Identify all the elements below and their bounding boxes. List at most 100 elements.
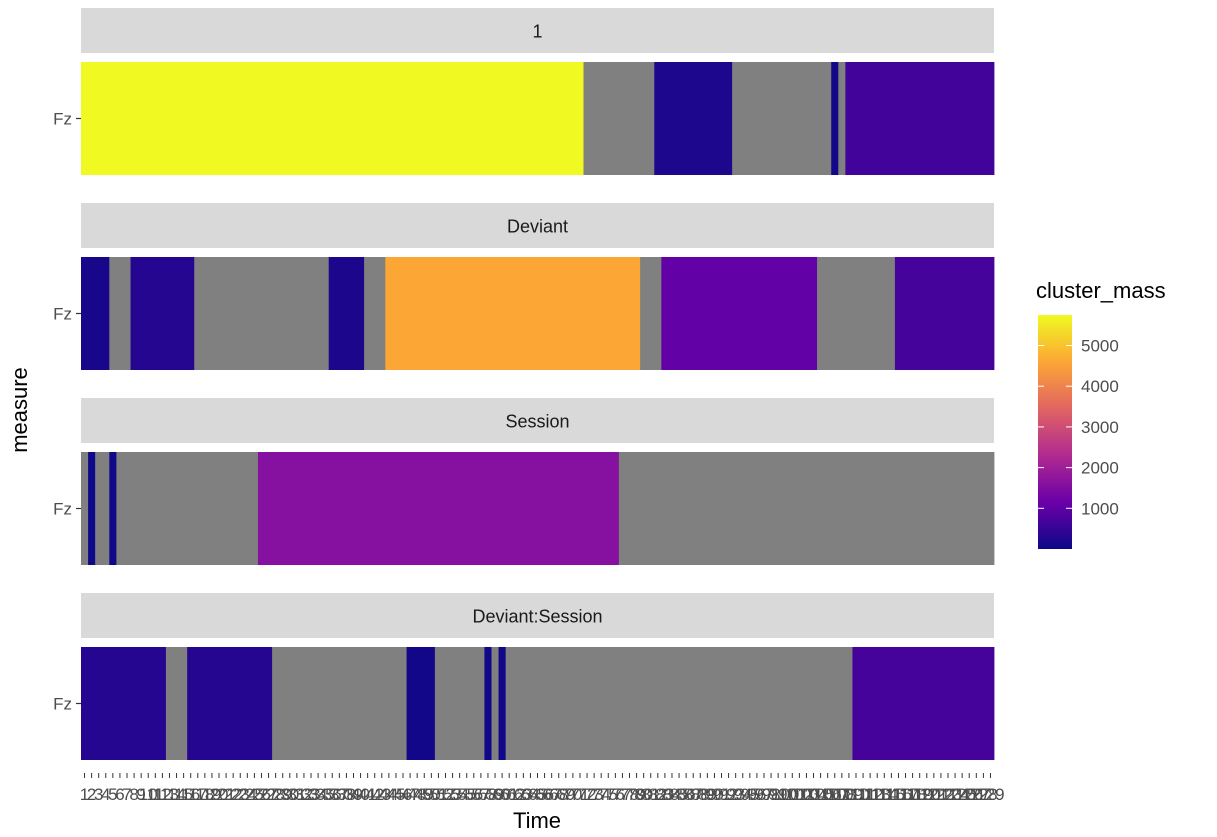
heatmap-tile — [498, 647, 507, 760]
x-tick-label: 41 — [358, 785, 377, 804]
x-tick-label: 103 — [792, 785, 820, 804]
x-tick-label: 122 — [927, 785, 955, 804]
x-tick-label: 27 — [259, 785, 278, 804]
facet-strip-label: Deviant — [507, 217, 568, 237]
x-tick-label: 99 — [769, 785, 788, 804]
x-tick-label: 21 — [217, 785, 236, 804]
x-tick-label: 61 — [500, 785, 519, 804]
legend-label: 5000 — [1081, 337, 1119, 356]
x-tick-label: 16 — [181, 785, 200, 804]
legend-label: 4000 — [1081, 377, 1119, 396]
x-tick-label: 78 — [620, 785, 639, 804]
heatmap-tile — [116, 452, 259, 565]
heatmap-tile — [165, 647, 188, 760]
x-tick-label: 111 — [850, 785, 876, 804]
facet-panel-2: Session Fz — [53, 398, 995, 565]
heatmap-tile — [272, 647, 407, 760]
x-tick-label: 44 — [379, 785, 398, 804]
x-tick-label: 46 — [394, 785, 413, 804]
x-tick-label: 84 — [663, 785, 682, 804]
heatmap-tile — [434, 647, 485, 760]
y-tick-label: Fz — [53, 305, 72, 324]
heatmap-tile — [817, 257, 896, 370]
x-tick-label: 96 — [747, 785, 766, 804]
facet-strip-label: 1 — [532, 22, 542, 42]
x-tick-label: 82 — [648, 785, 667, 804]
x-tick-label: 77 — [613, 785, 632, 804]
x-tick-label: 58 — [478, 785, 497, 804]
heatmap-tile — [484, 647, 492, 760]
heatmap-tile — [583, 62, 655, 175]
x-tick-label: 75 — [599, 785, 618, 804]
x-tick-label: 52 — [436, 785, 455, 804]
facet-strip-label: Deviant:Session — [472, 607, 602, 627]
x-tick-label: 121 — [920, 785, 948, 804]
heatmap-tile — [732, 62, 832, 175]
facet-panel-0: 1 Fz — [53, 8, 995, 175]
x-tick-label: 29 — [273, 785, 292, 804]
x-tick-label: 85 — [670, 785, 689, 804]
heatmap-tile — [831, 62, 839, 175]
x-tick-label: 114 — [871, 785, 898, 804]
heatmap-tile — [505, 647, 853, 760]
x-tick-label: 66 — [535, 785, 554, 804]
x-tick-label: 17 — [188, 785, 207, 804]
x-tick-label: 79 — [627, 785, 646, 804]
heatmap-tile — [130, 257, 195, 370]
heatmap-tile — [845, 62, 995, 175]
x-tick-label: 47 — [401, 785, 420, 804]
heatmap-tile — [81, 647, 167, 760]
x-tick-label: 127 — [962, 785, 990, 804]
x-tick-label: 73 — [585, 785, 604, 804]
x-tick-label: 13 — [160, 785, 179, 804]
x-tick-label: 43 — [372, 785, 391, 804]
x-tick-label: 36 — [323, 785, 342, 804]
x-tick-label: 10 — [139, 785, 158, 804]
y-tick-label: Fz — [53, 695, 72, 714]
x-tick-label: 53 — [443, 785, 462, 804]
x-tick-label: 80 — [634, 785, 653, 804]
heatmap-tile — [661, 257, 818, 370]
x-tick-label: 108 — [828, 785, 856, 804]
x-tick-label: 90 — [705, 785, 724, 804]
x-tick-label: 110 — [842, 785, 869, 804]
x-tick-label: 109 — [835, 785, 863, 804]
x-tick-label: 22 — [224, 785, 243, 804]
x-tick-label: 6 — [115, 785, 124, 804]
x-tick-label: 5 — [108, 785, 117, 804]
heatmap-tile — [328, 257, 365, 370]
legend-label: 2000 — [1081, 459, 1119, 478]
x-tick-label: 19 — [202, 785, 221, 804]
x-tick-label: 129 — [976, 785, 1004, 804]
heatmap-tile — [88, 452, 96, 565]
x-tick-label: 33 — [302, 785, 321, 804]
x-tick-label: 107 — [821, 785, 849, 804]
x-tick-label: 28 — [266, 785, 285, 804]
x-tick-label: 74 — [592, 785, 611, 804]
heatmap-tile — [491, 647, 499, 760]
heatmap-tile — [894, 257, 995, 370]
x-tick-label: 64 — [521, 785, 540, 804]
x-tick-label: 56 — [464, 785, 483, 804]
facet-strip — [81, 8, 994, 53]
x-tick-label: 1 — [80, 785, 89, 804]
x-tick-label: 95 — [740, 785, 759, 804]
x-tick-label: 37 — [330, 785, 349, 804]
legend-title: cluster_mass — [1036, 278, 1166, 303]
x-tick-label: 106 — [813, 785, 841, 804]
x-tick-label: 88 — [691, 785, 710, 804]
x-tick-label: 45 — [386, 785, 405, 804]
x-tick-label: 81 — [641, 785, 660, 804]
x-tick-label: 100 — [771, 785, 799, 804]
x-tick-label: 60 — [493, 785, 512, 804]
x-tick-label: 48 — [408, 785, 427, 804]
x-tick-label: 9 — [136, 785, 145, 804]
x-tick-label: 101 — [778, 785, 806, 804]
x-tick-label: 3 — [94, 785, 103, 804]
x-tick-label: 25 — [245, 785, 264, 804]
x-tick-label: 31 — [287, 785, 306, 804]
heatmap-tile — [109, 257, 131, 370]
heatmap-tile — [194, 257, 330, 370]
x-tick-label: 71 — [571, 785, 590, 804]
x-tick-label: 92 — [719, 785, 738, 804]
